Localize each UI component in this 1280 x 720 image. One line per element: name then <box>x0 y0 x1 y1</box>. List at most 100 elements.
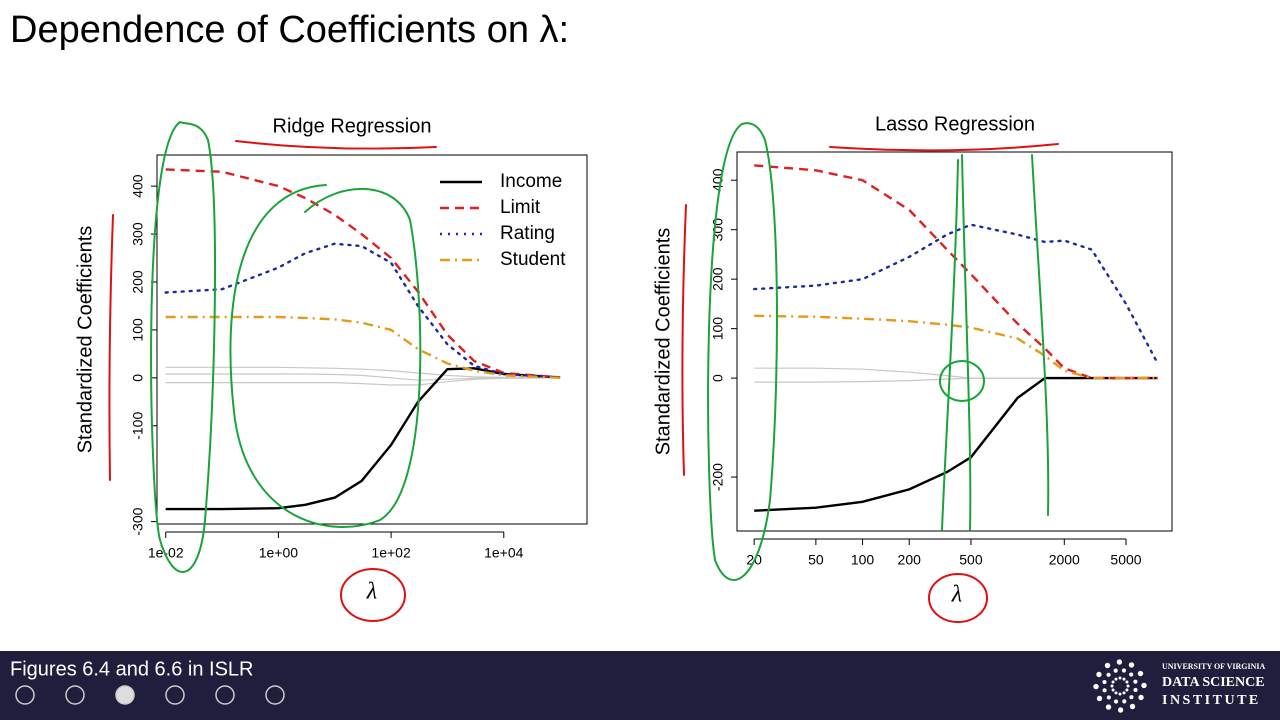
logo-dot <box>1122 699 1127 704</box>
series-line <box>165 377 561 386</box>
y-tick-label: 0 <box>710 374 726 382</box>
pen-button[interactable] <box>115 685 135 705</box>
logo-dot <box>1137 670 1144 677</box>
logo-dot <box>1102 679 1107 685</box>
legend-label: Rating <box>500 223 555 244</box>
series-line <box>754 164 1158 380</box>
y-axis-label: Standardized Coefficients <box>652 228 674 456</box>
chart: Lasso Regression Standardized Coefficient… <box>652 113 1173 608</box>
chart: Ridge Regression Standardized Coefficient… <box>74 115 588 605</box>
x-tick-label: 1e-02 <box>148 545 184 561</box>
series-line <box>165 373 561 381</box>
logo-dot <box>1138 694 1144 701</box>
logo-dot <box>1129 703 1136 710</box>
logo-dot <box>1128 662 1135 668</box>
logo-dot <box>1118 692 1122 696</box>
logo-dot <box>1118 676 1122 680</box>
y-tick-label: -100 <box>130 412 146 440</box>
logo-dot <box>1114 691 1118 695</box>
logo-dot <box>1116 659 1123 665</box>
series-line <box>165 366 561 379</box>
screen-button[interactable] <box>265 685 285 705</box>
logo-dot <box>1110 684 1114 688</box>
logo-mark <box>1093 659 1147 713</box>
series-line <box>164 242 562 379</box>
logo-dot <box>1106 672 1111 677</box>
footer-bar <box>0 651 1280 720</box>
logo-dot <box>1129 672 1134 677</box>
logo-dot <box>1113 668 1118 673</box>
slide-controls[interactable] <box>15 685 285 705</box>
logo-dot <box>1126 684 1130 688</box>
series-line <box>165 168 561 379</box>
x-tick-label: 1e+04 <box>484 545 524 561</box>
series-line <box>165 367 561 511</box>
logo-dot <box>1093 683 1099 690</box>
logo-dot <box>1111 680 1115 684</box>
x-tick-label: 1e+02 <box>371 545 411 561</box>
legend-label: Student <box>500 249 566 270</box>
x-tick-label: 1e+00 <box>259 545 299 561</box>
logo-dot <box>1105 704 1112 710</box>
x-axis-label: λ <box>366 579 377 605</box>
logo-dot <box>1106 695 1111 700</box>
logo-dot <box>1141 682 1147 689</box>
charts: Ridge Regression Standardized Coefficient… <box>74 113 1173 608</box>
y-tick-label: 200 <box>710 267 726 291</box>
logo-dot <box>1096 671 1102 678</box>
next-button[interactable] <box>65 685 85 705</box>
logo-dot <box>1133 679 1138 684</box>
plot-box <box>156 154 588 525</box>
x-tick-label: 200 <box>898 552 922 568</box>
x-tick-label: 100 <box>851 552 875 568</box>
y-tick-label: 200 <box>130 270 146 294</box>
series-line <box>754 376 1158 512</box>
logo-dot <box>1117 707 1124 713</box>
logo-dot <box>1113 699 1119 704</box>
slide-title: Dependence of Coefficients on λ: <box>10 9 569 51</box>
ink-annotations <box>108 121 1059 623</box>
logo-dot <box>1122 677 1126 681</box>
logo-dot <box>1129 695 1134 700</box>
chart-title: Lasso Regression <box>875 113 1035 135</box>
x-tick-label: 50 <box>808 552 824 568</box>
x-axis-label: λ <box>951 582 962 608</box>
legend-label: Income <box>500 171 562 192</box>
y-tick-label: 100 <box>130 318 146 342</box>
prev-button[interactable] <box>15 685 35 705</box>
logo-dot <box>1121 668 1127 673</box>
logo-line1: UNIVERSITY OF VIRGINIA <box>1162 662 1266 671</box>
series-line <box>754 367 1158 379</box>
logo-line3: INSTITUTE <box>1162 693 1261 708</box>
y-axis-label: Standardized Coefficients <box>74 226 96 454</box>
view-button[interactable] <box>165 685 185 705</box>
y-tick-label: -300 <box>130 507 146 535</box>
logo-line2: DATA SCIENCE <box>1162 675 1265 690</box>
logo-dot <box>1111 688 1115 692</box>
logo-dot <box>1122 691 1126 695</box>
series-line <box>165 315 561 379</box>
logo-dot <box>1133 687 1138 693</box>
legend-label: Limit <box>500 197 541 218</box>
logo-dot <box>1125 688 1129 692</box>
y-tick-label: -200 <box>710 463 726 491</box>
y-tick-label: 300 <box>130 222 146 246</box>
y-tick-label: 300 <box>710 218 726 242</box>
logo-dot <box>1125 680 1129 684</box>
y-tick-label: 0 <box>130 374 146 382</box>
logo-dot <box>1096 695 1103 702</box>
chart-title: Ridge Regression <box>273 115 432 137</box>
plot-box <box>736 151 1173 532</box>
y-tick-label: 400 <box>130 174 146 198</box>
logo-dot <box>1104 662 1111 669</box>
x-tick-label: 5000 <box>1110 552 1141 568</box>
logo-dot <box>1102 688 1107 693</box>
x-tick-label: 500 <box>959 552 983 568</box>
series-line <box>754 314 1158 380</box>
footer-text: Figures 6.4 and 6.6 in ISLR <box>10 658 253 680</box>
x-tick-label: 2000 <box>1049 552 1080 568</box>
y-tick-label: 100 <box>710 317 726 341</box>
logo-dot <box>1114 677 1118 681</box>
more-button[interactable] <box>215 685 235 705</box>
